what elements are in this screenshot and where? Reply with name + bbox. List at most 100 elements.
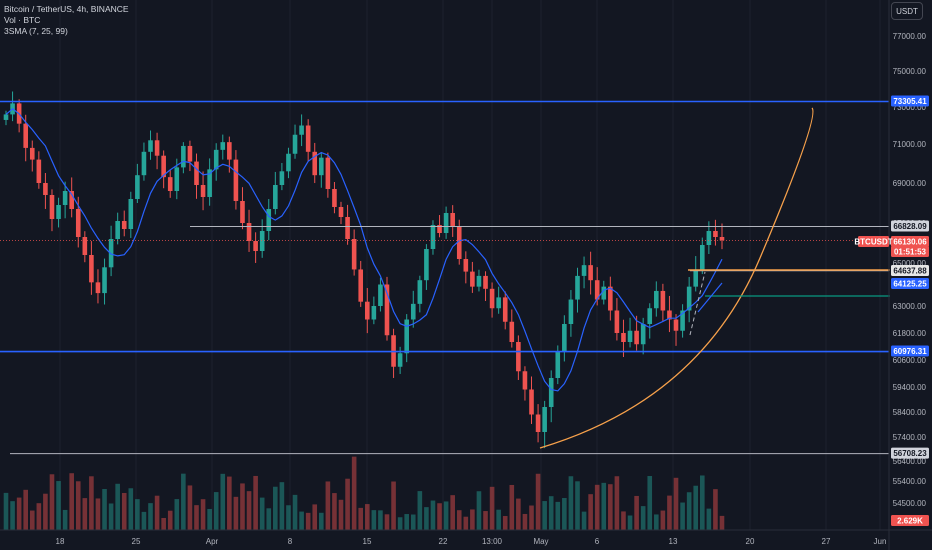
volume-bar	[36, 503, 42, 530]
volume-bar	[233, 496, 239, 530]
candle	[338, 201, 344, 225]
volume-bar	[56, 481, 61, 530]
candle	[424, 244, 429, 290]
candle	[371, 296, 377, 325]
price-tick-label: 73000.00	[893, 103, 927, 112]
candle	[575, 267, 580, 313]
volume-bar	[713, 489, 718, 530]
candle	[548, 370, 554, 423]
candle	[430, 220, 436, 255]
time-axis[interactable]: 18 25 Apr 8 15 22 13:00 May 6 13 20 27 Jun	[56, 537, 887, 546]
candle	[299, 114, 304, 147]
candle	[476, 269, 482, 292]
dashed-projection[interactable]	[689, 271, 706, 336]
candle	[417, 275, 423, 313]
candle	[115, 212, 120, 245]
candle	[154, 132, 160, 170]
candle	[312, 142, 318, 184]
price-tick-label: 77000.00	[893, 32, 927, 41]
candle	[404, 314, 409, 363]
candle	[220, 134, 226, 160]
volume-bar	[266, 508, 272, 530]
candlesticks	[3, 91, 725, 449]
volume-bar	[200, 499, 206, 530]
volume-bar	[483, 511, 488, 530]
volume-bar	[286, 505, 291, 530]
candle	[325, 152, 331, 198]
candle	[627, 317, 633, 348]
candle	[535, 404, 541, 443]
volume-bar	[391, 481, 396, 530]
candle	[135, 163, 140, 204]
price-tag-level-64637: 64637.88	[891, 265, 929, 276]
candle	[496, 286, 501, 314]
volume-bar	[535, 473, 541, 530]
horizontal-levels[interactable]	[0, 100, 889, 455]
candle	[266, 199, 272, 241]
volume-bar	[259, 497, 265, 530]
volume-bars	[3, 456, 725, 530]
volume-bar	[660, 510, 666, 530]
volume-bar	[148, 503, 153, 530]
price-tag-level-60976: 60976.31	[891, 345, 929, 357]
volume-bar	[456, 510, 462, 530]
price-tick-label: 60600.00	[893, 356, 927, 365]
price-tick-label: 61800.00	[893, 329, 927, 338]
price-tag-level-56708: 56708.23	[891, 447, 929, 459]
candle	[634, 315, 639, 351]
volume-bar	[312, 504, 318, 530]
volume-bar	[332, 493, 337, 530]
volume-bar	[542, 501, 547, 530]
candle	[719, 223, 725, 250]
price-tick-label: 55400.00	[893, 477, 927, 486]
volume-bar	[693, 485, 699, 530]
candle	[699, 237, 705, 275]
volume-bar	[640, 506, 646, 530]
orange-curve[interactable]	[539, 107, 814, 449]
candle	[141, 142, 147, 181]
volume-bar	[575, 481, 580, 530]
volume-bar	[187, 485, 193, 530]
price-tick-label: 58400.00	[893, 408, 927, 417]
svg-text:01:51:53: 01:51:53	[894, 248, 927, 257]
currency-unit-button[interactable]: USDT	[891, 2, 923, 20]
volume-bar	[102, 489, 107, 530]
volume-bar	[430, 500, 436, 530]
volume-bar	[450, 495, 455, 530]
candle	[351, 229, 357, 276]
volume-bar	[443, 501, 449, 530]
sma-legend[interactable]: 3SMA (7, 25, 99)	[4, 26, 68, 36]
volume-bar	[174, 499, 180, 530]
price-tag-last-price: 66130.06	[891, 236, 929, 247]
time-tick-label: 25	[132, 537, 141, 546]
volume-bar	[246, 491, 252, 530]
price-tick-label: 69000.00	[893, 179, 927, 188]
volume-bar	[621, 511, 626, 530]
volume-legend[interactable]: Vol · BTC	[4, 15, 41, 25]
candle	[647, 303, 653, 339]
volume-bar	[128, 488, 134, 530]
price-tick-label: 71000.00	[893, 140, 927, 149]
volume-bar	[220, 473, 226, 530]
volume-bar	[3, 492, 9, 530]
volume-bar	[213, 492, 219, 530]
volume-bar	[463, 516, 469, 530]
volume-bar	[181, 473, 186, 530]
volume-bar	[588, 494, 593, 530]
candle	[529, 376, 534, 424]
volume-bar	[489, 486, 495, 530]
volume-bar	[371, 510, 377, 530]
blue-trend-line[interactable]	[697, 282, 723, 313]
candle	[384, 276, 390, 341]
volume-bar	[601, 482, 607, 530]
volume-bar	[319, 512, 324, 530]
candle	[207, 158, 212, 206]
volume-bar	[23, 489, 29, 530]
candle	[246, 209, 252, 252]
volume-bar	[555, 501, 561, 530]
volume-bar	[253, 475, 258, 530]
candle	[522, 366, 528, 401]
symbol-title[interactable]: Bitcoin / TetherUS, 4h, BINANCE	[4, 4, 129, 14]
candle	[233, 150, 239, 210]
